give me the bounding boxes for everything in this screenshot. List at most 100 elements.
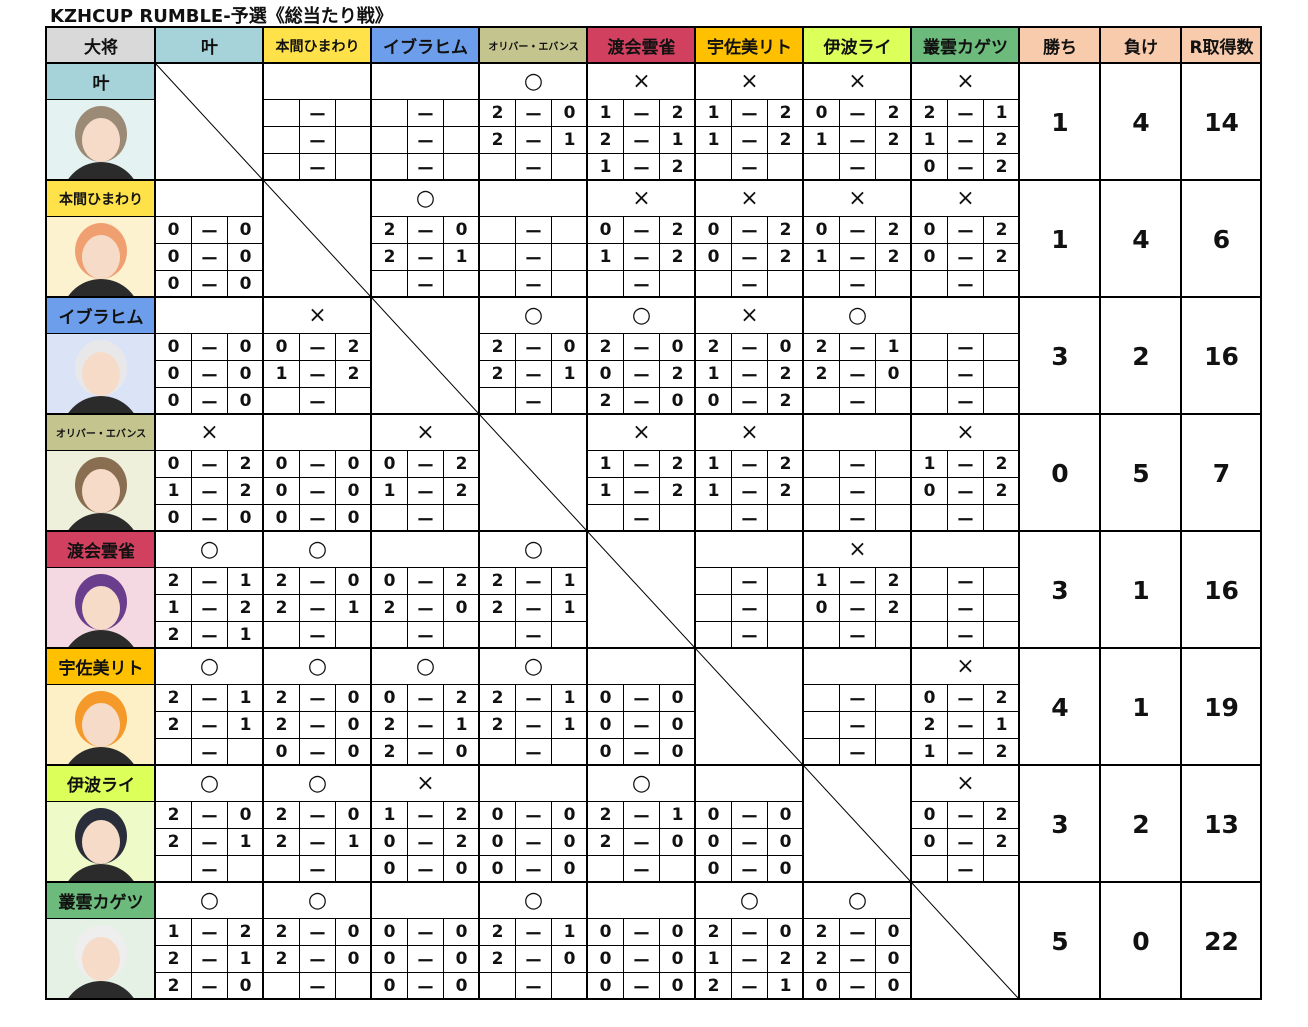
game-score-right[interactable]: 0 <box>875 918 912 946</box>
game-score-right[interactable]: 2 <box>983 801 1020 829</box>
match-result[interactable]: × <box>911 414 1020 451</box>
game-score-left[interactable] <box>155 738 192 766</box>
game-score-right[interactable]: 0 <box>443 855 480 883</box>
game-score-right[interactable]: 1 <box>551 567 588 595</box>
game-score-left[interactable]: 0 <box>695 828 732 856</box>
column-header-player[interactable]: 叢雲カゲツ <box>911 27 1020 64</box>
match-result[interactable]: × <box>911 63 1020 100</box>
game-score-right[interactable]: 2 <box>767 477 804 505</box>
game-score-left[interactable]: 2 <box>155 711 192 739</box>
game-score-right[interactable]: 0 <box>227 972 264 1000</box>
game-score-left[interactable] <box>911 333 948 361</box>
game-score-left[interactable] <box>155 855 192 883</box>
game-score-right[interactable]: 2 <box>983 243 1020 271</box>
game-score-right[interactable]: 0 <box>551 828 588 856</box>
match-result[interactable]: × <box>911 648 1020 685</box>
game-score-right[interactable]: 0 <box>875 972 912 1000</box>
game-score-right[interactable]: 2 <box>875 594 912 622</box>
game-score-left[interactable]: 0 <box>911 828 948 856</box>
game-score-right[interactable] <box>443 504 480 532</box>
game-score-left[interactable]: 2 <box>803 918 840 946</box>
match-result[interactable] <box>155 297 264 334</box>
game-score-right[interactable]: 1 <box>551 918 588 946</box>
column-header-player[interactable]: オリバー・エバンス <box>479 27 588 64</box>
match-result[interactable]: ○ <box>803 882 912 919</box>
game-score-left[interactable]: 0 <box>371 972 408 1000</box>
game-score-left[interactable]: 0 <box>695 243 732 271</box>
game-score-right[interactable]: 2 <box>875 126 912 154</box>
game-score-right[interactable]: 0 <box>443 738 480 766</box>
game-score-right[interactable] <box>551 621 588 649</box>
game-score-left[interactable]: 0 <box>911 243 948 271</box>
game-score-left[interactable] <box>695 270 732 298</box>
game-score-left[interactable]: 2 <box>479 567 516 595</box>
match-result[interactable]: ○ <box>479 648 588 685</box>
row-header-player[interactable]: 叶 <box>46 63 156 100</box>
game-score-left[interactable]: 1 <box>803 567 840 595</box>
game-score-left[interactable]: 1 <box>695 945 732 973</box>
game-score-right[interactable]: 2 <box>443 828 480 856</box>
game-score-left[interactable]: 2 <box>479 333 516 361</box>
match-result[interactable]: × <box>803 180 912 217</box>
game-score-left[interactable]: 2 <box>587 801 624 829</box>
game-score-right[interactable]: 1 <box>551 126 588 154</box>
game-score-left[interactable]: 1 <box>587 243 624 271</box>
game-score-right[interactable]: 0 <box>875 360 912 388</box>
game-score-left[interactable]: 1 <box>155 918 192 946</box>
game-score-right[interactable] <box>767 567 804 595</box>
game-score-left[interactable]: 0 <box>371 918 408 946</box>
match-result[interactable]: × <box>263 297 372 334</box>
game-score-right[interactable] <box>551 738 588 766</box>
game-score-right[interactable]: 0 <box>335 945 372 973</box>
match-result[interactable]: ○ <box>371 648 480 685</box>
match-result[interactable]: × <box>695 63 804 100</box>
game-score-left[interactable]: 0 <box>803 99 840 127</box>
column-header-wins[interactable]: 勝ち <box>1019 27 1101 64</box>
game-score-right[interactable]: 0 <box>227 387 264 415</box>
game-score-left[interactable]: 2 <box>155 567 192 595</box>
game-score-right[interactable]: 2 <box>767 99 804 127</box>
game-score-right[interactable]: 2 <box>227 450 264 478</box>
match-result[interactable] <box>371 882 480 919</box>
game-score-right[interactable] <box>443 153 480 181</box>
game-score-right[interactable] <box>335 126 372 154</box>
game-score-left[interactable]: 0 <box>263 450 300 478</box>
game-score-left[interactable]: 0 <box>803 216 840 244</box>
game-score-right[interactable] <box>551 216 588 244</box>
game-score-right[interactable]: 2 <box>875 243 912 271</box>
game-score-right[interactable]: 0 <box>335 450 372 478</box>
game-score-right[interactable] <box>875 477 912 505</box>
column-header-player[interactable]: 本間ひまわり <box>263 27 372 64</box>
game-score-left[interactable]: 2 <box>155 828 192 856</box>
game-score-right[interactable]: 0 <box>443 594 480 622</box>
game-score-left[interactable]: 0 <box>263 738 300 766</box>
game-score-left[interactable]: 1 <box>695 450 732 478</box>
game-score-right[interactable]: 0 <box>335 477 372 505</box>
game-score-right[interactable] <box>767 621 804 649</box>
match-result[interactable]: × <box>695 180 804 217</box>
game-score-right[interactable]: 2 <box>659 360 696 388</box>
game-score-left[interactable]: 0 <box>911 153 948 181</box>
game-score-right[interactable]: 0 <box>659 684 696 712</box>
game-score-right[interactable]: 0 <box>335 684 372 712</box>
game-score-right[interactable]: 2 <box>227 918 264 946</box>
game-score-right[interactable]: 2 <box>767 360 804 388</box>
game-score-left[interactable] <box>479 270 516 298</box>
game-score-right[interactable] <box>335 972 372 1000</box>
game-score-right[interactable]: 1 <box>551 360 588 388</box>
game-score-left[interactable]: 0 <box>155 333 192 361</box>
game-score-left[interactable]: 2 <box>479 684 516 712</box>
game-score-left[interactable]: 2 <box>263 594 300 622</box>
game-score-left[interactable] <box>911 387 948 415</box>
game-score-left[interactable]: 0 <box>479 855 516 883</box>
game-score-right[interactable]: 0 <box>659 828 696 856</box>
game-score-left[interactable] <box>911 360 948 388</box>
game-score-right[interactable]: 0 <box>767 855 804 883</box>
game-score-left[interactable]: 2 <box>371 594 408 622</box>
game-score-right[interactable]: 0 <box>227 333 264 361</box>
game-score-left[interactable] <box>479 621 516 649</box>
match-result[interactable]: ○ <box>263 765 372 802</box>
game-score-right[interactable]: 2 <box>659 216 696 244</box>
game-score-right[interactable] <box>983 333 1020 361</box>
game-score-right[interactable]: 2 <box>443 567 480 595</box>
